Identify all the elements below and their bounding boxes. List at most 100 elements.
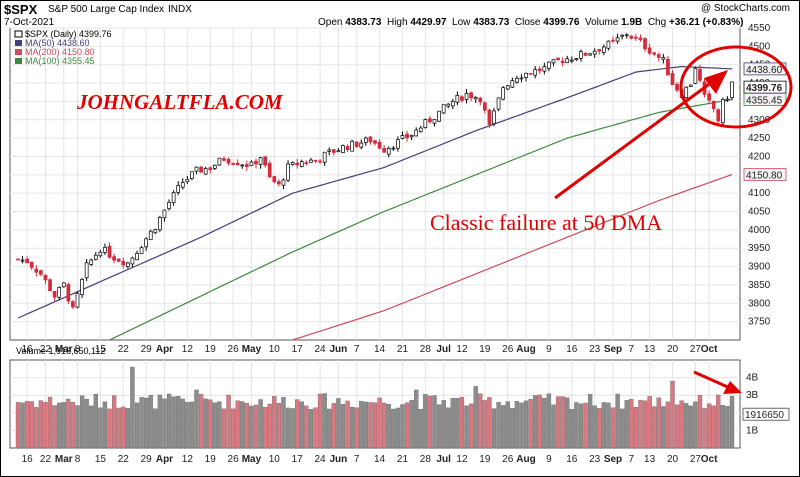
volume-bar	[510, 408, 515, 449]
volume-bar	[560, 396, 565, 449]
volume-bar	[180, 398, 185, 449]
volume-bar	[450, 398, 455, 449]
x-tick-label: 22	[118, 454, 130, 465]
volume-bar	[441, 400, 446, 449]
candle-body	[601, 46, 606, 53]
volume-bar	[665, 401, 671, 449]
volume-bar	[478, 393, 483, 449]
candle-body	[93, 254, 98, 260]
candle-body	[515, 78, 519, 83]
candle-body	[363, 137, 368, 143]
volume-bar	[194, 389, 199, 449]
volume-bar	[66, 398, 71, 449]
x-tick-label: 23	[589, 344, 601, 355]
x-tick-label: 19	[205, 454, 217, 465]
volume-bar	[583, 402, 588, 449]
candle-body	[606, 40, 611, 49]
candle-body	[304, 162, 309, 164]
volume-bar	[711, 405, 716, 449]
volume-bar	[34, 407, 39, 449]
x-tick-label: Apr	[156, 454, 173, 465]
volume-bar	[427, 395, 433, 449]
volume-bar	[125, 408, 130, 449]
volume-value-box	[742, 407, 790, 421]
candle-body	[240, 164, 245, 167]
candle-body	[208, 167, 213, 170]
candle-body	[121, 260, 126, 266]
volume-bar	[139, 397, 144, 449]
volume-bar	[130, 366, 135, 449]
candle-body	[441, 104, 446, 114]
candle-body	[368, 136, 373, 143]
volume-bar	[569, 409, 574, 449]
volume-bar	[491, 408, 497, 449]
candle-body	[25, 258, 30, 264]
candle-body	[171, 192, 176, 204]
candle-body	[336, 150, 341, 153]
x-tick-label: Oct	[701, 344, 718, 355]
candle-body	[249, 161, 254, 166]
volume-bar	[720, 405, 725, 449]
volume-bar	[688, 405, 693, 449]
candle-body	[350, 140, 354, 152]
candle-body	[373, 140, 377, 144]
candle-body	[711, 100, 716, 109]
candle-body	[446, 103, 451, 107]
candle-body	[359, 142, 364, 148]
candle-body	[34, 268, 39, 273]
volume-bar	[217, 401, 222, 449]
volume-tick-label: 1B	[746, 425, 759, 436]
volume-bar	[363, 401, 368, 449]
candle-body	[167, 202, 171, 209]
candle-body	[482, 102, 487, 111]
volume-bar	[331, 403, 336, 449]
candle-body	[52, 290, 57, 298]
x-tick-label: 16	[22, 454, 34, 465]
volume-bar	[592, 405, 597, 449]
candle-body	[341, 145, 345, 153]
candle-body	[569, 59, 574, 62]
x-tick-label: 23	[589, 454, 601, 465]
candle-body	[75, 292, 80, 308]
volume-bar	[253, 404, 259, 449]
x-tick-label: 16	[566, 344, 578, 355]
candle-body	[560, 60, 565, 64]
volume-bar	[308, 409, 314, 449]
volume-bar	[395, 407, 401, 449]
x-tick-label: Apr	[156, 344, 173, 355]
volume-bar	[93, 393, 98, 449]
volume-legend: Volume 1,916,650,112	[16, 346, 105, 356]
volume-bar	[377, 397, 382, 449]
candle-body	[542, 66, 547, 72]
candle-body	[235, 162, 240, 166]
x-tick-label: 26	[502, 344, 514, 355]
candle-body	[222, 158, 226, 161]
volume-bar	[61, 401, 66, 449]
volume-bar	[98, 407, 103, 449]
candle-body	[492, 110, 496, 125]
volume-bar	[349, 406, 355, 449]
volume-bar	[70, 402, 76, 449]
volume-bar	[633, 407, 639, 449]
volume-bar	[528, 399, 533, 449]
y-tick-label: 3950	[748, 243, 771, 254]
volume-bar	[446, 407, 451, 449]
volume-bar	[166, 393, 172, 449]
x-tick-label: 21	[397, 454, 409, 465]
volume-bar	[57, 402, 62, 449]
candle-body	[112, 256, 116, 261]
volume-bar	[157, 394, 163, 449]
candle-body	[405, 133, 409, 139]
volume-bar	[203, 398, 208, 449]
x-tick-label: Sep	[604, 344, 622, 355]
volume-bar	[226, 394, 231, 449]
x-tick-label: 7	[354, 344, 360, 355]
y-tick-label: 4100	[748, 188, 771, 199]
volume-bar	[212, 402, 217, 449]
x-tick-label: Sep	[604, 454, 622, 465]
volume-bar	[230, 408, 236, 449]
volume-bar	[601, 402, 606, 449]
ma100-line	[109, 98, 733, 341]
x-tick-label: May	[242, 454, 262, 465]
candle-body	[675, 83, 679, 91]
